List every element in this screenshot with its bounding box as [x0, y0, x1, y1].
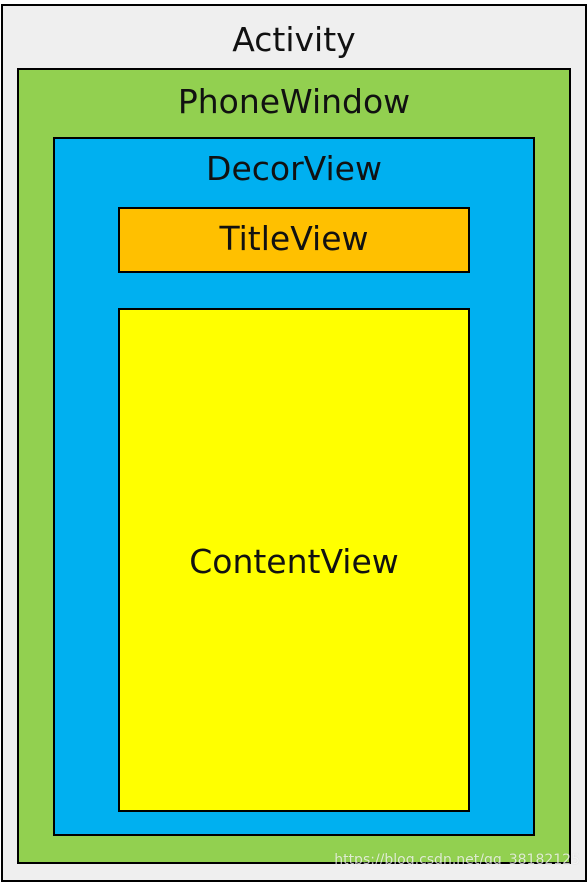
contentview-label: ContentView — [189, 542, 399, 581]
decorview-label: DecorView — [206, 149, 382, 188]
titleview-label: TitleView — [219, 219, 369, 258]
activity-label: Activity — [232, 20, 356, 59]
titleview-box: TitleView — [118, 207, 470, 273]
watermark-text: https://blog.csdn.net/qq_38182125 — [334, 852, 580, 868]
phonewindow-label: PhoneWindow — [177, 82, 411, 121]
contentview-box: ContentView — [118, 308, 470, 812]
